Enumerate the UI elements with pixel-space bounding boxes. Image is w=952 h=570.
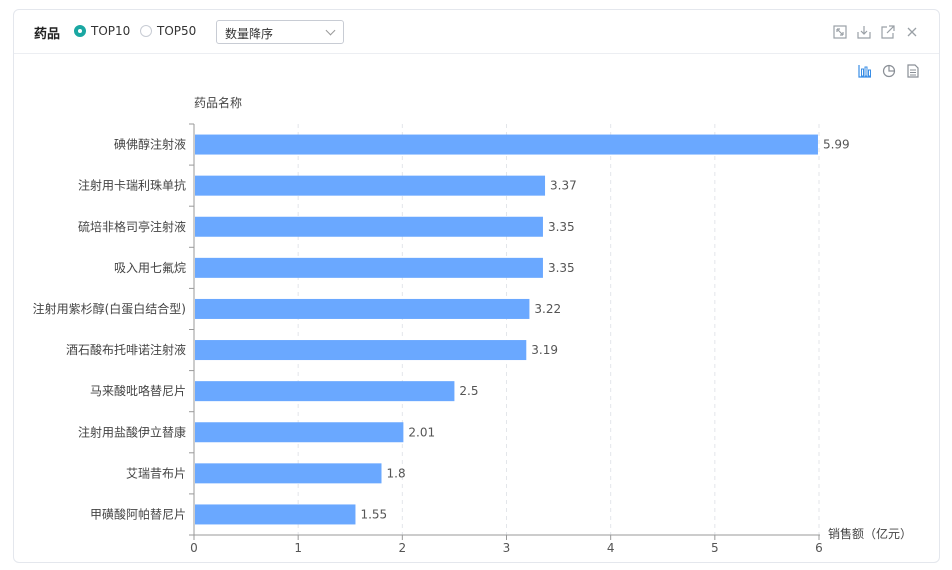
data-label: 2.5	[459, 384, 478, 398]
category-label: 马来酸吡咯替尼片	[90, 383, 186, 398]
x-tick-label: 0	[190, 541, 198, 555]
category-label: 碘佛醇注射液	[114, 137, 186, 152]
data-label: 1.55	[360, 507, 387, 521]
x-tick-label: 2	[399, 541, 407, 555]
radio-top50-dot[interactable]	[140, 25, 152, 37]
bar	[195, 381, 455, 402]
x-tick-label: 5	[711, 541, 719, 555]
data-label: 3.19	[531, 343, 558, 357]
bar	[195, 340, 527, 361]
radio-top50[interactable]: TOP50	[140, 23, 196, 39]
x-tick-label: 4	[607, 541, 615, 555]
data-label: 1.8	[387, 466, 406, 480]
bar	[195, 422, 404, 443]
category-label: 艾瑞昔布片	[126, 466, 186, 480]
data-label: 2.01	[408, 425, 435, 439]
x-tick-label: 6	[815, 541, 823, 555]
bar	[195, 134, 818, 155]
category-label: 酒石酸布托啡诺注射液	[66, 342, 186, 357]
radio-top50-label: TOP50	[157, 24, 197, 38]
bar	[195, 216, 543, 237]
table-view-icon[interactable]	[906, 63, 920, 78]
category-label: 注射用卡瑞利珠单抗	[78, 178, 186, 193]
panel-header: 药品 TOP10 TOP50 数量降序	[14, 10, 939, 54]
panel-title: 药品	[34, 27, 61, 42]
sort-select[interactable]: 数量降序	[216, 20, 344, 44]
data-label: 3.22	[534, 302, 561, 316]
popout-icon[interactable]	[881, 24, 895, 39]
bar	[195, 463, 382, 484]
download-icon[interactable]	[857, 24, 871, 39]
category-label: 硫培非格司亭注射液	[78, 219, 186, 234]
close-icon[interactable]	[905, 24, 919, 38]
x-tick-label: 3	[503, 541, 511, 555]
y-axis-title: 药品名称	[194, 95, 242, 110]
bar-chart-icon[interactable]	[858, 63, 872, 78]
data-label: 3.35	[548, 220, 575, 234]
x-tick-label: 1	[294, 541, 302, 555]
radio-top10[interactable]: TOP10	[74, 23, 130, 39]
radio-top10-label: TOP10	[91, 24, 131, 38]
x-axis-title: 销售额（亿元）	[828, 526, 912, 541]
pie-chart-icon[interactable]	[882, 63, 896, 78]
data-label: 5.99	[823, 138, 850, 152]
bar	[195, 257, 543, 278]
bar	[195, 298, 530, 319]
fullscreen-icon[interactable]	[833, 24, 847, 39]
category-label: 注射用紫杉醇(白蛋白结合型)	[33, 301, 186, 316]
category-label: 注射用盐酸伊立替康	[78, 424, 186, 439]
data-label: 3.35	[548, 261, 575, 275]
category-label: 吸入用七氟烷	[114, 261, 186, 275]
bar	[195, 175, 546, 196]
category-label: 甲磺酸阿帕替尼片	[90, 506, 186, 521]
chart-panel: 药品 TOP10 TOP50 数量降序	[13, 9, 940, 563]
data-label: 3.37	[550, 179, 577, 193]
sort-select-value: 数量降序	[225, 27, 274, 41]
radio-top10-dot[interactable]	[74, 25, 86, 37]
bar	[195, 504, 356, 525]
